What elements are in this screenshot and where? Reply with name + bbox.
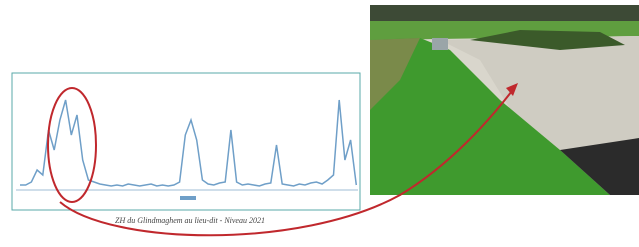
scroll-handle	[180, 196, 196, 200]
illustration: ZH du Glindmaghem au lieu-dit - Niveau 2…	[0, 0, 639, 247]
caption: ZH du Glindmaghem au lieu-dit - Niveau 2…	[115, 216, 265, 225]
chart-frame	[12, 73, 360, 210]
page: ZH du Glindmaghem au lieu-dit - Niveau 2…	[0, 0, 639, 247]
